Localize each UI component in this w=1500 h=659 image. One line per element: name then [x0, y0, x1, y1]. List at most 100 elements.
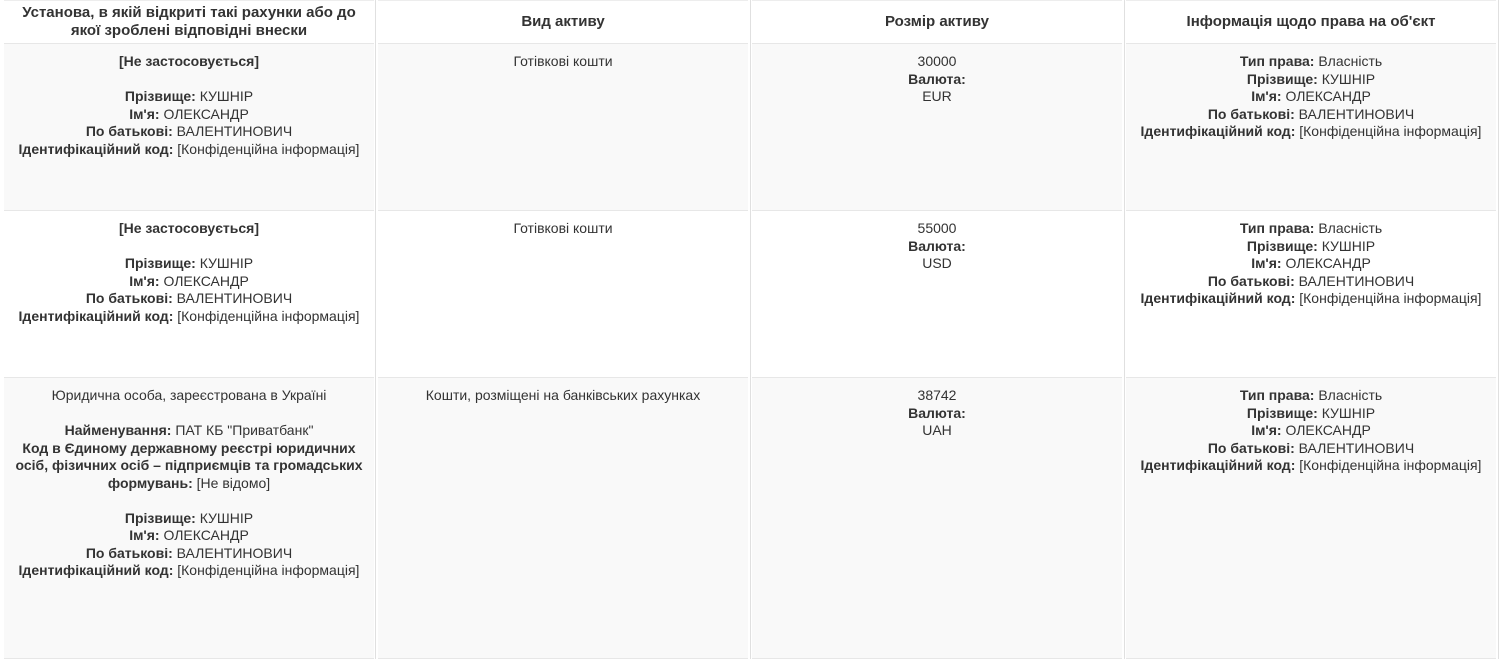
asset-amount: 30000	[917, 53, 957, 69]
field-value: ОЛЕКСАНДР	[1285, 422, 1371, 438]
field-label: Прізвище:	[1246, 237, 1318, 254]
field-line: Ім'я: ОЛЕКСАНДР	[14, 273, 364, 291]
field-value: [Конфіденційна інформація]	[177, 562, 360, 578]
field-label: Ім'я:	[1251, 422, 1282, 438]
field-label: Код в Єдиному державному реєстрі юридичн…	[15, 439, 363, 491]
field-value: ВАЛЕНТИНОВИЧ	[176, 290, 293, 306]
cell-asset-size: 30000 Валюта: EUR	[752, 43, 1122, 210]
field-line: Ім'я: ОЛЕКСАНДР	[14, 106, 364, 124]
field-label: По батькові:	[1207, 439, 1295, 456]
col-header-institution: Установа, в якій відкриті такі рахунки а…	[4, 0, 374, 43]
field-label: По батькові:	[1207, 272, 1295, 289]
field-label: Ідентифікаційний код:	[1140, 123, 1296, 139]
cell-institution: Юридична особа, зареєстрована в Україні …	[4, 377, 374, 659]
field-label: Ім'я:	[129, 272, 160, 289]
field-value: ОЛЕКСАНДР	[163, 105, 249, 122]
field-value: КУШНІР	[1321, 404, 1376, 421]
institution-status: [Не застосовується]	[118, 53, 260, 69]
field-value: ВАЛЕНТИНОВИЧ	[1298, 105, 1415, 122]
field-value: ВАЛЕНТИНОВИЧ	[1298, 439, 1415, 456]
field-line: Ім'я: ОЛЕКСАНДР	[1136, 422, 1486, 440]
field-line: Прізвище: КУШНІР	[1136, 238, 1486, 256]
field-line: Тип права: Власність	[1136, 220, 1486, 238]
header-row: Установа, в якій відкриті такі рахунки а…	[4, 0, 1496, 43]
field-value: [Конфіденційна інформація]	[1299, 123, 1482, 139]
col-header-asset-size: Розмір активу	[752, 0, 1122, 43]
field-label: Прізвище:	[124, 509, 196, 526]
spacer	[14, 238, 364, 256]
field-line: По батькові: ВАЛЕНТИНОВИЧ	[14, 123, 364, 141]
field-label: Ідентифікаційний код:	[18, 307, 174, 324]
field-value: ВАЛЕНТИНОВИЧ	[176, 544, 293, 561]
field-value: ВАЛЕНТИНОВИЧ	[176, 123, 293, 139]
field-label: Найменування:	[64, 422, 172, 438]
field-value: КУШНІР	[1321, 237, 1376, 254]
field-line: Ім'я: ОЛЕКСАНДР	[1136, 88, 1486, 106]
field-line: По батькові: ВАЛЕНТИНОВИЧ	[14, 290, 364, 308]
field-label: По батькові:	[85, 123, 173, 139]
field-value: КУШНІР	[199, 88, 254, 104]
field-line: Код в Єдиному державному реєстрі юридичн…	[14, 440, 364, 493]
field-value: ОЛЕКСАНДР	[163, 272, 249, 289]
cell-asset-type: Кошти, розміщені на банківських рахунках	[378, 377, 748, 659]
institution-status: [Не застосовується]	[118, 220, 260, 236]
field-line: По батькові: ВАЛЕНТИНОВИЧ	[1136, 273, 1486, 291]
spacer	[14, 492, 364, 510]
institution-status: Юридична особа, зареєстрована в Україні	[51, 387, 327, 403]
field-line: Прізвище: КУШНІР	[14, 88, 364, 106]
field-label: По батькові:	[1207, 105, 1295, 122]
field-value: [Конфіденційна інформація]	[177, 307, 360, 324]
field-value: КУШНІР	[199, 509, 254, 526]
field-label: Прізвище:	[124, 88, 196, 104]
currency-code: USD	[922, 255, 952, 271]
field-label: Ім'я:	[1251, 255, 1282, 271]
table-row: [Не застосовується] Прізвище: КУШНІР Ім'…	[4, 43, 1496, 210]
field-label: Тип права:	[1239, 220, 1315, 236]
field-value: Власність	[1318, 387, 1383, 403]
field-label: Прізвище:	[1246, 404, 1318, 421]
field-value: Власність	[1318, 220, 1383, 236]
field-line: По батькові: ВАЛЕНТИНОВИЧ	[1136, 440, 1486, 458]
field-label: Ідентифікаційний код:	[1140, 457, 1296, 473]
field-label: Ідентифікаційний код:	[1140, 290, 1296, 306]
currency-code: EUR	[922, 88, 952, 104]
field-value: КУШНІР	[1321, 70, 1376, 87]
field-value: [Не відомо]	[196, 474, 271, 491]
currency-code: UAH	[922, 422, 952, 438]
field-line: Ідентифікаційний код: [Конфіденційна інф…	[1136, 123, 1486, 141]
field-label: Ім'я:	[129, 527, 160, 543]
field-label: Тип права:	[1239, 387, 1315, 403]
asset-amount: 38742	[917, 387, 957, 403]
field-value: ВАЛЕНТИНОВИЧ	[1298, 272, 1415, 289]
col-header-asset-type: Вид активу	[378, 0, 748, 43]
field-label: По батькові:	[85, 290, 173, 306]
cell-rights-info: Тип права: Власність Прізвище: КУШНІР Ім…	[1126, 377, 1496, 659]
field-line: Найменування: ПАТ КБ "Приватбанк"	[14, 422, 364, 440]
table-row: [Не застосовується] Прізвище: КУШНІР Ім'…	[4, 210, 1496, 377]
field-line: По батькові: ВАЛЕНТИНОВИЧ	[1136, 106, 1486, 124]
field-line: Ідентифікаційний код: [Конфіденційна інф…	[14, 308, 364, 326]
currency-label: Валюта:	[908, 70, 966, 87]
field-line: Тип права: Власність	[1136, 387, 1486, 405]
field-value: КУШНІР	[199, 255, 254, 271]
field-value: ПАТ КБ "Приватбанк"	[175, 422, 314, 438]
field-line: Ідентифікаційний код: [Конфіденційна інф…	[1136, 290, 1486, 308]
field-line: Ім'я: ОЛЕКСАНДР	[1136, 255, 1486, 273]
field-line: Ім'я: ОЛЕКСАНДР	[14, 527, 364, 545]
field-value: [Конфіденційна інформація]	[177, 140, 360, 157]
cell-asset-size: 38742 Валюта: UAH	[752, 377, 1122, 659]
cell-asset-type: Готівкові кошти	[378, 43, 748, 210]
field-value: ОЛЕКСАНДР	[163, 527, 249, 543]
field-value: ОЛЕКСАНДР	[1285, 88, 1371, 104]
field-label: Прізвище:	[1246, 70, 1318, 87]
field-line: По батькові: ВАЛЕНТИНОВИЧ	[14, 545, 364, 563]
spacer	[14, 405, 364, 423]
asset-amount: 55000	[917, 220, 957, 236]
field-value: [Конфіденційна інформація]	[1299, 457, 1482, 473]
cell-rights-info: Тип права: Власність Прізвище: КУШНІР Ім…	[1126, 210, 1496, 377]
col-header-rights-info: Інформація щодо права на об'єкт	[1126, 0, 1496, 43]
currency-label: Валюта:	[908, 404, 966, 421]
field-label: Ім'я:	[129, 105, 160, 122]
field-label: Ідентифікаційний код:	[18, 140, 174, 157]
